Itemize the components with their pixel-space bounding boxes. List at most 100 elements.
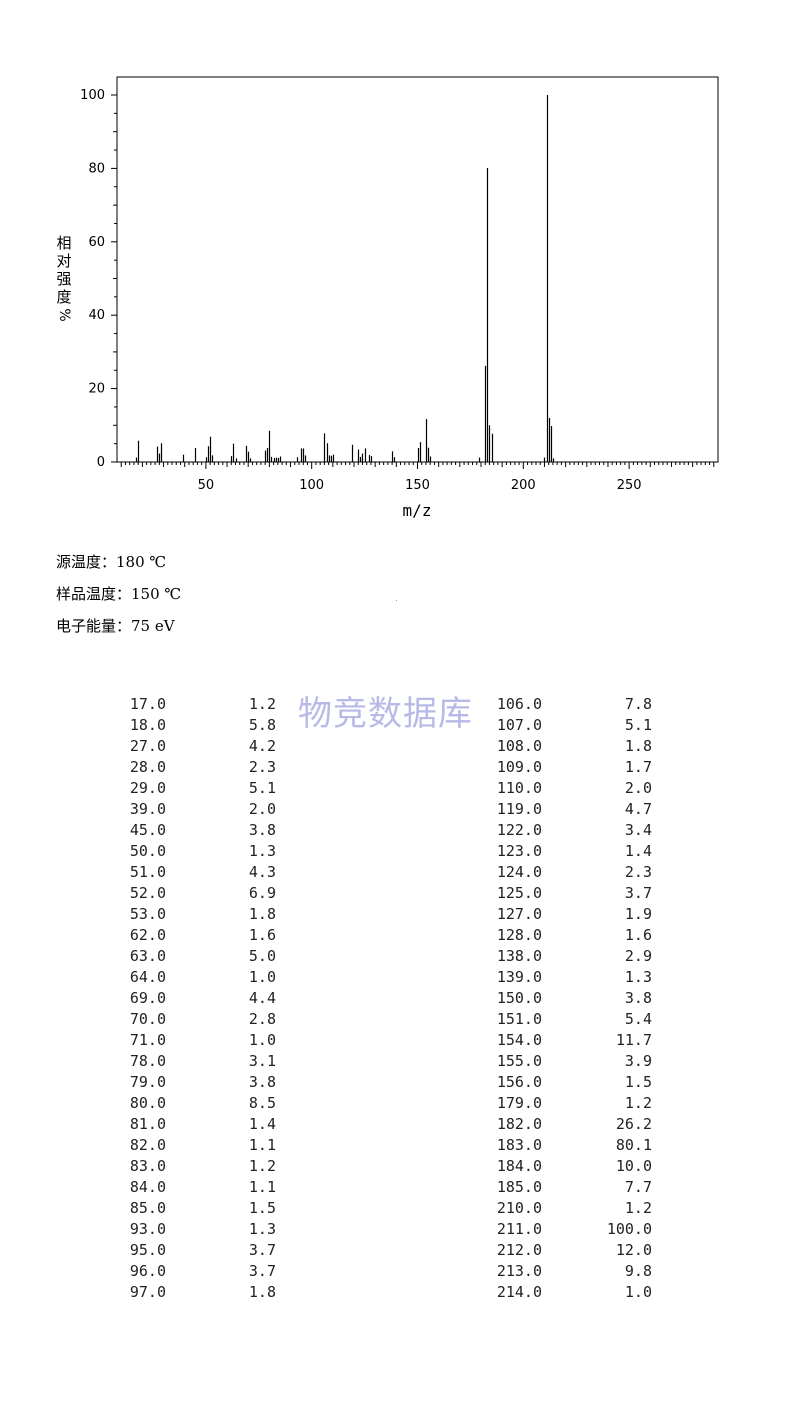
x-tick-label: 100 [299,478,324,493]
abundance-cell: 2.8 [248,1010,276,1028]
y-axis: 0 20 40 60 80 100 [80,88,117,470]
abundance-cell: 7.8 [624,695,652,713]
abundance-cell: 1.3 [624,968,652,986]
y-tick-label: 40 [88,308,105,323]
table-row: 154.0 11.7 [0,1030,794,1051]
mz-cell: 39.0 [129,800,166,818]
mz-cell: 81.0 [129,1115,166,1133]
y-tick-label: 60 [88,235,105,250]
x-axis-label: m/z [403,501,432,520]
table-row: 78.0 3.1 [0,1051,794,1072]
abundance-cell: 9.8 [624,1262,652,1280]
mz-cell: 95.0 [129,1241,166,1259]
y-tick-label: 20 [88,382,105,397]
table-row: 52.0 6.9 [0,883,794,904]
mz-cell: 109.0 [496,758,542,776]
abundance-cell: 4.3 [248,863,276,881]
table-row: 71.0 1.0 [0,1030,794,1051]
x-tick-label: 250 [617,478,642,493]
mz-cell: 119.0 [496,800,542,818]
mz-cell: 211.0 [496,1220,542,1238]
table-row: 95.0 3.7 [0,1240,794,1261]
abundance-cell: 5.4 [624,1010,652,1028]
sample-temperature: 样品温度：150 ℃ [56,585,182,603]
mz-cell: 52.0 [129,884,166,902]
table-row: 184.0 10.0 [0,1156,794,1177]
mz-cell: 82.0 [129,1136,166,1154]
mz-cell: 183.0 [496,1136,542,1154]
mz-cell: 156.0 [496,1073,542,1091]
table-row: 18.0 5.8 [0,715,794,736]
table-row: 28.0 2.3 [0,757,794,778]
abundance-cell: 2.9 [624,947,652,965]
mz-cell: 179.0 [496,1094,542,1112]
table-row: 179.0 1.2 [0,1093,794,1114]
x-tick-label: 200 [511,478,536,493]
watermark: 物竞数据库 [298,694,473,734]
stray-dot [396,600,397,601]
mz-cell: 96.0 [129,1262,166,1280]
table-row: 82.0 1.1 [0,1135,794,1156]
mz-cell: 29.0 [129,779,166,797]
abundance-cell: 4.2 [248,737,276,755]
table-row: 127.0 1.9 [0,904,794,925]
x-minor-ticks [120,462,715,469]
abundance-cell: 1.3 [248,1220,276,1238]
table-row: 183.0 80.1 [0,1135,794,1156]
abundance-cell: 8.5 [248,1094,276,1112]
mz-cell: 70.0 [129,1010,166,1028]
mz-cell: 138.0 [496,947,542,965]
mz-cell: 51.0 [129,863,166,881]
table-row: 139.0 1.3 [0,967,794,988]
mz-cell: 155.0 [496,1052,542,1070]
abundance-cell: 2.0 [248,800,276,818]
table-row: 214.0 1.0 [0,1282,794,1303]
table-row: 62.0 1.6 [0,925,794,946]
y-tick-label: 80 [88,161,105,176]
abundance-cell: 1.0 [624,1283,652,1301]
table-row: 84.0 1.1 [0,1177,794,1198]
table-row: 79.0 3.8 [0,1072,794,1093]
mz-cell: 80.0 [129,1094,166,1112]
table-row: 119.0 4.7 [0,799,794,820]
abundance-cell: 1.0 [248,1031,276,1049]
table-row: 69.0 4.4 [0,988,794,1009]
mz-cell: 182.0 [496,1115,542,1133]
abundance-cell: 3.7 [248,1241,276,1259]
abundance-cell: 7.7 [624,1178,652,1196]
abundance-cell: 1.1 [248,1136,276,1154]
table-row: 124.0 2.3 [0,862,794,883]
mz-cell: 63.0 [129,947,166,965]
table-row: 156.0 1.5 [0,1072,794,1093]
table-row: 123.0 1.4 [0,841,794,862]
mz-cell: 27.0 [129,737,166,755]
mz-cell: 93.0 [129,1220,166,1238]
abundance-cell: 4.7 [624,800,652,818]
table-row: 150.0 3.8 [0,988,794,1009]
abundance-cell: 1.9 [624,905,652,923]
mz-cell: 71.0 [129,1031,166,1049]
abundance-cell: 1.6 [624,926,652,944]
table-row: 83.0 1.2 [0,1156,794,1177]
mz-cell: 210.0 [496,1199,542,1217]
y-tick-label: 100 [80,88,105,103]
mz-cell: 214.0 [496,1283,542,1301]
mz-cell: 50.0 [129,842,166,860]
abundance-cell: 1.8 [624,737,652,755]
electron-energy: 电子能量：75 eV [56,617,175,635]
table-row: 107.0 5.1 [0,715,794,736]
peak-bars [135,95,555,462]
mz-cell: 45.0 [129,821,166,839]
mz-cell: 78.0 [129,1052,166,1070]
y-axis-label-char: 强 [56,270,72,288]
table-row: 45.0 3.8 [0,820,794,841]
table-row: 27.0 4.2 [0,736,794,757]
mz-cell: 62.0 [129,926,166,944]
table-row: 80.0 8.5 [0,1093,794,1114]
abundance-cell: 5.0 [248,947,276,965]
table-row: 122.0 3.4 [0,820,794,841]
table-row: 138.0 2.9 [0,946,794,967]
y-axis-label-char: % [56,308,72,322]
table-row: 155.0 3.9 [0,1051,794,1072]
table-row: 17.0 1.2 [0,694,794,715]
